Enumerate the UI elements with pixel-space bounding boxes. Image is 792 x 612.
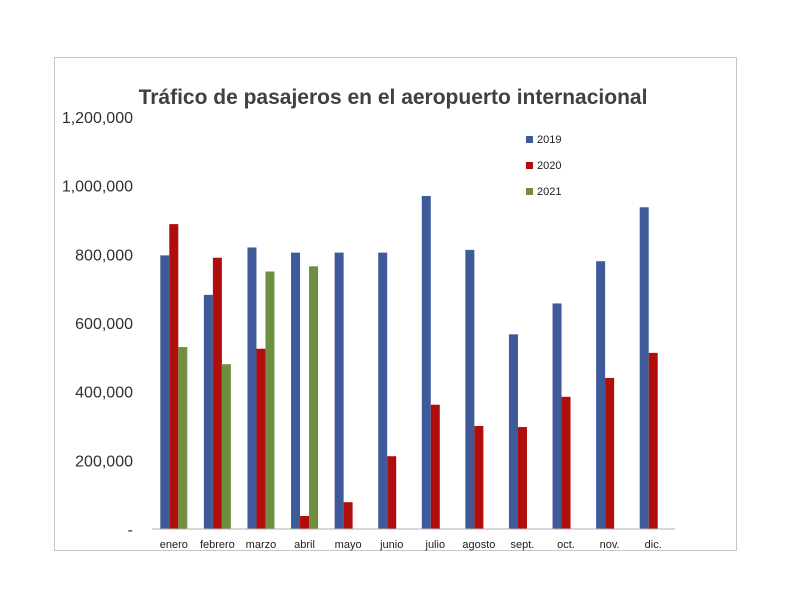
x-tick-label: febrero xyxy=(200,539,235,551)
bar-2019-enero xyxy=(160,255,170,529)
bar-2019-marzo xyxy=(247,247,257,529)
bar-2020-enero xyxy=(169,224,179,529)
bar-2021-abril xyxy=(309,266,319,529)
legend-label-2020: 2020 xyxy=(537,160,561,172)
legend-label-2019: 2019 xyxy=(537,134,561,146)
y-tick-label: 200,000 xyxy=(75,453,133,470)
bar-2020-mayo xyxy=(343,502,353,529)
bar-2021-marzo xyxy=(265,271,275,529)
legend-swatch-2021 xyxy=(526,188,533,195)
bar-2019-oct xyxy=(552,303,562,529)
x-axis: enero febrero marzo abril mayo junio julio agos… xyxy=(160,539,662,551)
bar-2020-oct xyxy=(561,396,571,529)
bar-2019-nov xyxy=(596,261,606,529)
bar-2020-julio xyxy=(430,404,440,529)
x-tick-label: junio xyxy=(379,539,403,551)
x-tick-label: marzo xyxy=(246,539,277,551)
legend-swatch-2019 xyxy=(526,136,533,143)
bar-2020-marzo xyxy=(256,348,266,529)
y-tick-label: 400,000 xyxy=(75,385,133,402)
bar-2019-julio xyxy=(421,195,431,529)
bar-2020-junio xyxy=(387,456,397,529)
x-tick-label: dic. xyxy=(645,539,662,551)
bar-2019-junio xyxy=(378,252,388,529)
y-tick-label: - xyxy=(128,522,133,539)
bar-2020-agosto xyxy=(474,426,484,529)
bar-2019-abril xyxy=(291,252,301,529)
x-tick-label: enero xyxy=(160,539,188,551)
y-axis: - 200,000 400,000 600,000 800,000 1,000,000 1,… xyxy=(62,110,133,539)
bar-2019-dic xyxy=(639,207,649,529)
bar-2021-febrero xyxy=(221,364,231,529)
x-tick-label: mayo xyxy=(335,539,362,551)
y-tick-label: 800,000 xyxy=(75,247,133,264)
bar-2019-sept xyxy=(508,334,518,529)
bar-series-group xyxy=(160,195,658,529)
x-tick-label: oct. xyxy=(557,539,575,551)
y-tick-label: 1,000,000 xyxy=(62,179,133,196)
x-tick-label: nov. xyxy=(600,539,620,551)
bar-2019-agosto xyxy=(465,249,475,529)
chart-title: Tráfico de pasajeros en el aeropuerto in… xyxy=(139,86,648,109)
x-tick-label: agosto xyxy=(462,539,495,551)
bar-2021-enero xyxy=(178,347,188,529)
bar-2020-abril xyxy=(300,515,310,529)
legend: 2019 2020 2021 xyxy=(526,134,561,198)
y-tick-label: 600,000 xyxy=(75,316,133,333)
y-tick-label: 1,200,000 xyxy=(62,110,133,127)
bar-2019-mayo xyxy=(334,252,344,529)
x-tick-label: abril xyxy=(294,539,315,551)
bar-2020-sept xyxy=(517,427,527,529)
legend-label-2021: 2021 xyxy=(537,186,561,198)
bar-2019-febrero xyxy=(203,294,213,529)
bar-2020-nov xyxy=(605,377,615,529)
x-tick-label: sept. xyxy=(511,539,535,551)
x-tick-label: julio xyxy=(425,539,446,551)
bar-2020-febrero xyxy=(212,257,222,529)
bar-2020-dic xyxy=(648,352,658,529)
legend-swatch-2020 xyxy=(526,162,533,169)
